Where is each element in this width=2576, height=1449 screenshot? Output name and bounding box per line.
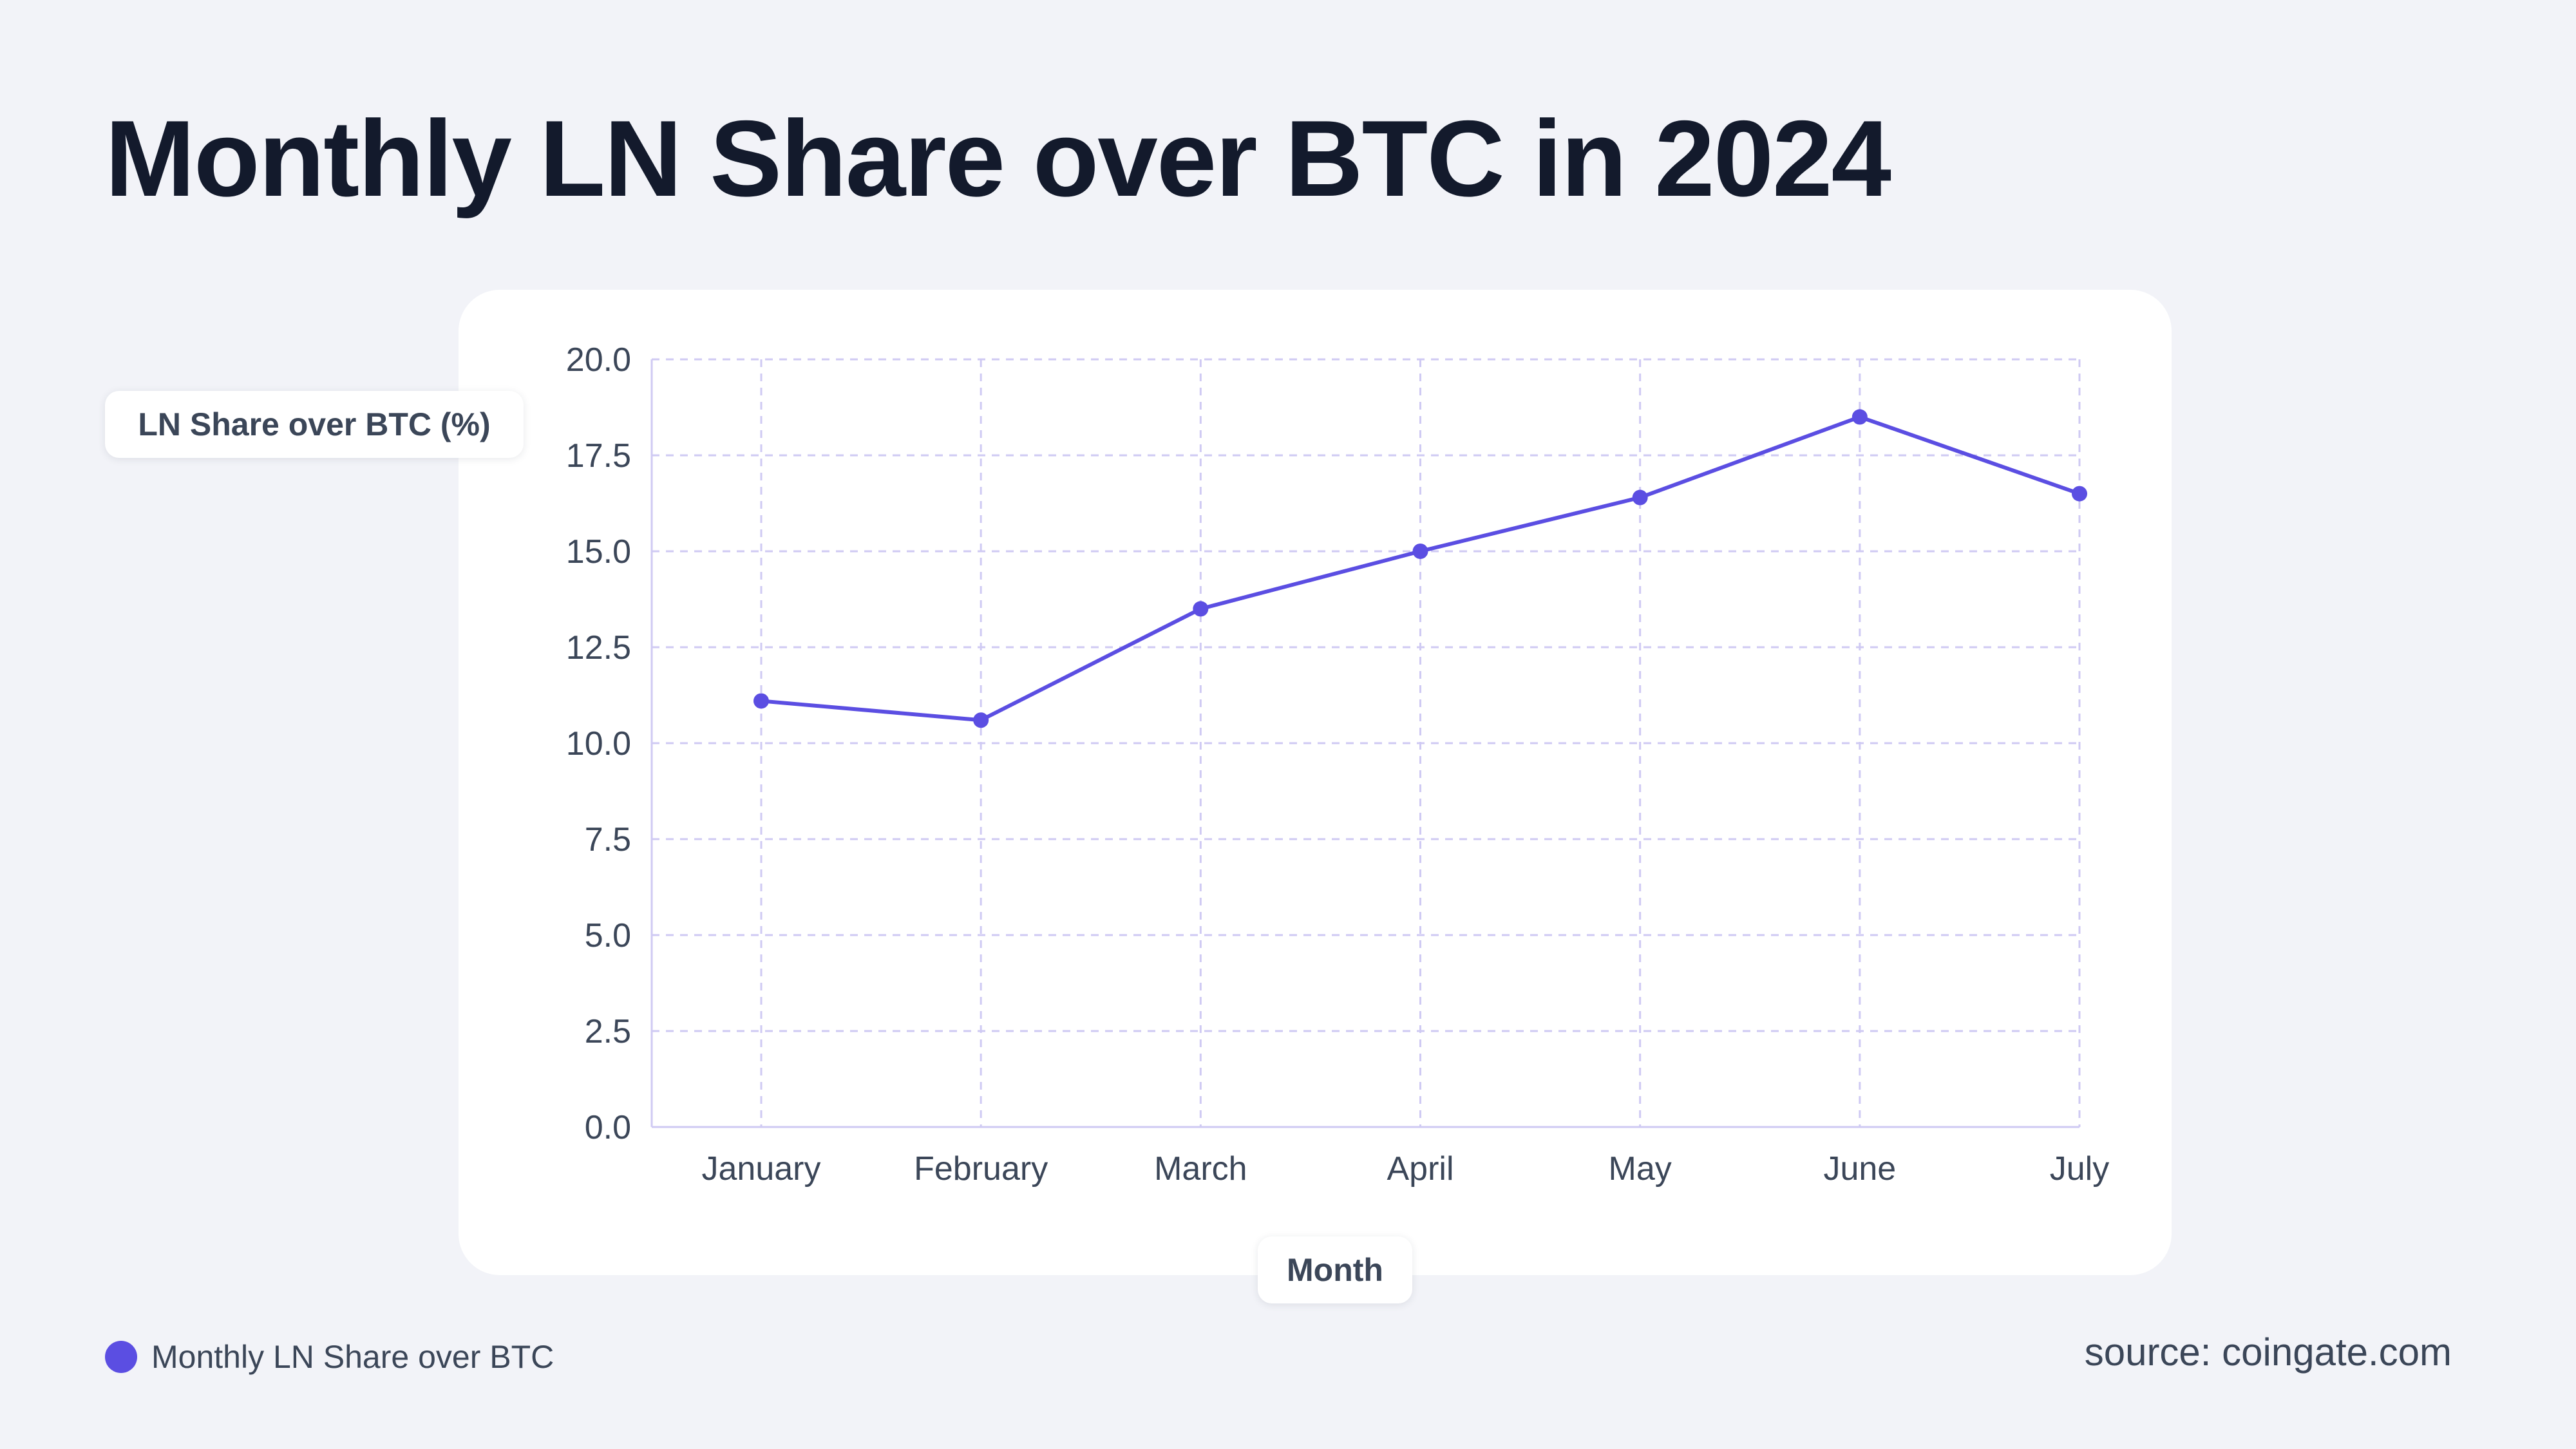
data-point bbox=[753, 693, 769, 709]
y-tick-label: 17.5 bbox=[566, 437, 631, 475]
legend-swatch-icon bbox=[105, 1341, 137, 1373]
data-point bbox=[2072, 486, 2087, 502]
chart-title: Monthly LN Share over BTC in 2024 bbox=[105, 98, 1891, 219]
y-tick-label: 10.0 bbox=[566, 725, 631, 762]
x-tick-label: April bbox=[1387, 1150, 1454, 1188]
data-point bbox=[1632, 489, 1648, 506]
x-tick-label: January bbox=[702, 1150, 821, 1188]
data-point bbox=[973, 712, 989, 728]
data-point bbox=[1193, 601, 1209, 617]
y-tick-label: 15.0 bbox=[566, 533, 631, 571]
y-tick-label: 12.5 bbox=[566, 629, 631, 667]
y-tick-label: 7.5 bbox=[585, 821, 631, 858]
line-chart: 0.0 2.5 5.0 7.5 10.0 12.5 15.0 17.5 20.0 January… bbox=[566, 341, 2110, 1188]
series-layer bbox=[753, 409, 2087, 728]
y-axis-ticks: 0.0 2.5 5.0 7.5 10.0 12.5 15.0 17.5 20.0 bbox=[566, 341, 631, 1146]
legend: Monthly LN Share over BTC bbox=[105, 1338, 554, 1376]
x-tick-label: May bbox=[1609, 1150, 1672, 1188]
y-axis-label: LN Share over BTC (%) bbox=[105, 391, 524, 458]
y-tick-label: 2.5 bbox=[585, 1013, 631, 1050]
x-tick-label: June bbox=[1823, 1150, 1896, 1188]
y-tick-label: 5.0 bbox=[585, 917, 631, 954]
data-point bbox=[1852, 409, 1868, 425]
x-tick-label: March bbox=[1154, 1150, 1247, 1188]
x-tick-label: February bbox=[914, 1150, 1048, 1188]
axes bbox=[650, 359, 2079, 1128]
x-axis-ticks: January February March April May June July bbox=[702, 1150, 2110, 1188]
source-credit: source: coingate.com bbox=[2084, 1331, 2452, 1374]
y-tick-label: 0.0 bbox=[585, 1109, 631, 1146]
data-point bbox=[1412, 544, 1428, 559]
chart-card: 0.0 2.5 5.0 7.5 10.0 12.5 15.0 17.5 20.0 January… bbox=[459, 290, 2172, 1275]
x-axis-label: Month bbox=[1258, 1236, 1412, 1303]
y-tick-label: 20.0 bbox=[566, 341, 631, 379]
x-tick-label: July bbox=[2050, 1150, 2109, 1188]
grid bbox=[652, 358, 2081, 1127]
legend-label: Monthly LN Share over BTC bbox=[151, 1339, 554, 1375]
